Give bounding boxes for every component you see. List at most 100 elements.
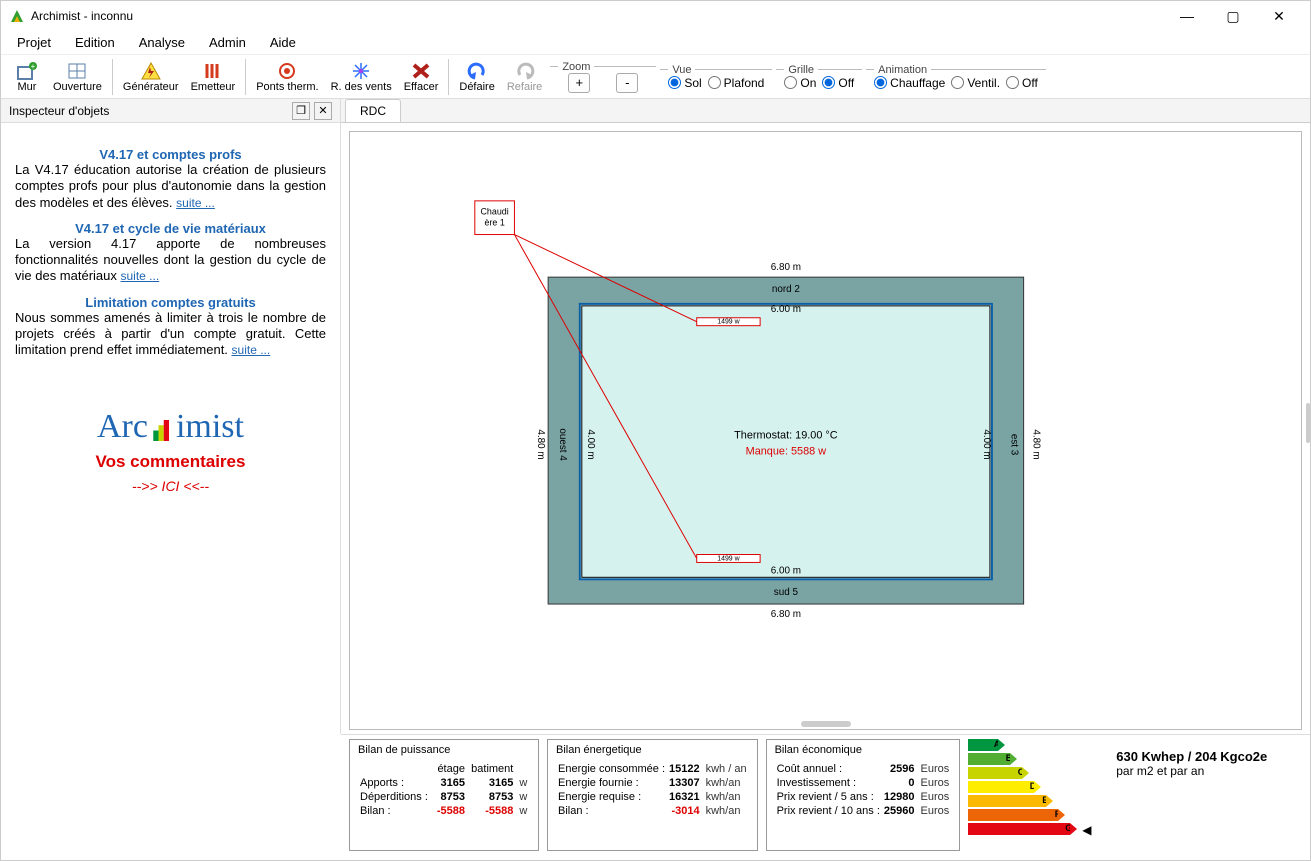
- svg-text:4.80 m: 4.80 m: [1031, 429, 1042, 459]
- window-title: Archimist - inconnu: [31, 9, 1164, 23]
- grille-group: GrilleOn Off: [776, 64, 862, 90]
- energy-bar-B: B: [968, 753, 1010, 765]
- ponts-icon: [276, 61, 298, 81]
- news-link[interactable]: suite ...: [232, 343, 271, 357]
- svg-text:6.80 m: 6.80 m: [771, 262, 801, 273]
- svg-text:1499 w: 1499 w: [717, 319, 740, 326]
- svg-text:Thermostat: 19.00 °C: Thermostat: 19.00 °C: [734, 430, 838, 442]
- energy-bar-C: C: [968, 767, 1022, 779]
- zoom-group: Zoom + -: [550, 61, 656, 93]
- scrollbar-thumb[interactable]: [1306, 403, 1310, 443]
- ouverture-icon: [66, 61, 88, 81]
- toolbar: +MurOuvertureGénérateurEmetteurPonts the…: [1, 55, 1310, 99]
- panel-title: Bilan énergetique: [556, 744, 749, 756]
- panel-puissance: Bilan de puissance étagebatimentApports …: [349, 739, 539, 851]
- grille-legend: Grille: [784, 64, 818, 76]
- vents-icon: [350, 61, 372, 81]
- panel-title: Bilan de puissance: [358, 744, 530, 756]
- svg-text:Manque: 5588 w: Manque: 5588 w: [746, 445, 827, 457]
- news-title: V4.17 et cycle de vie matériaux: [15, 221, 326, 236]
- news-link[interactable]: suite ...: [121, 269, 160, 283]
- inspector-title: Inspecteur d'objets: [9, 104, 288, 118]
- emetteur-button[interactable]: Emetteur: [185, 59, 242, 95]
- summary-main: 630 Kwhep / 204 Kgco2e: [1116, 749, 1267, 764]
- titlebar: Archimist - inconnu — ▢ ✕: [1, 1, 1310, 31]
- vue-group: VueSol Plafond: [660, 64, 772, 90]
- svg-text:est 3: est 3: [1009, 434, 1020, 456]
- energy-bar-D: D: [968, 781, 1034, 793]
- radio-plafond[interactable]: Plafond: [708, 76, 765, 90]
- zoom-out-button[interactable]: -: [616, 73, 638, 93]
- floorplan-svg: Chaudière 1 1499 w 1499 w Thermostat: 19.00…: [350, 132, 1301, 729]
- summary-sub: par m2 et par an: [1116, 764, 1267, 778]
- effacer-button[interactable]: Effacer: [398, 59, 445, 95]
- scroll-handle[interactable]: [801, 721, 851, 727]
- mur-icon: +: [16, 61, 38, 81]
- energy-pointer-icon: ◀: [1082, 823, 1091, 837]
- radio-off[interactable]: Off: [822, 76, 854, 90]
- app-logo-icon: [9, 8, 25, 24]
- mur-button[interactable]: +Mur: [7, 59, 47, 95]
- svg-text:+: +: [31, 62, 36, 71]
- radio-aoff[interactable]: Off: [1006, 76, 1038, 90]
- tab-bar: RDC: [341, 99, 1310, 123]
- svg-text:1499 w: 1499 w: [717, 555, 740, 562]
- energy-bar-F: F: [968, 809, 1058, 821]
- status-bar: Bilan de puissance étagebatimentApports …: [341, 734, 1310, 860]
- minimize-button[interactable]: —: [1164, 1, 1210, 31]
- generateur-button[interactable]: Générateur: [117, 59, 185, 95]
- energy-bar-E: E: [968, 795, 1046, 807]
- close-button[interactable]: ✕: [1256, 1, 1302, 31]
- refaire-icon: [514, 61, 536, 81]
- vents-button[interactable]: R. des vents: [325, 59, 398, 95]
- svg-text:ère 1: ère 1: [484, 218, 504, 228]
- panel-energetique: Bilan énergetique Energie consommée :151…: [547, 739, 758, 851]
- ponts-button[interactable]: Ponts therm.: [250, 59, 324, 95]
- defaire-button[interactable]: Défaire: [453, 59, 500, 95]
- news-link[interactable]: suite ...: [176, 196, 215, 210]
- vue-legend: Vue: [668, 64, 695, 76]
- news-body: La V4.17 éducation autorise la création …: [15, 162, 326, 211]
- menu-aide[interactable]: Aide: [260, 32, 306, 53]
- svg-text:nord 2: nord 2: [772, 284, 800, 295]
- svg-text:4.00 m: 4.00 m: [585, 429, 596, 459]
- radio-ventil[interactable]: Ventil.: [951, 76, 1000, 90]
- svg-text:sud 5: sud 5: [774, 587, 799, 598]
- generateur-icon: [140, 61, 162, 81]
- radio-on[interactable]: On: [784, 76, 816, 90]
- tab-rdc[interactable]: RDC: [345, 99, 401, 122]
- zoom-in-button[interactable]: +: [568, 73, 590, 93]
- brand-block: Arcimist Vos commentaires -->> ICI <<--: [15, 408, 326, 494]
- anim-legend: Animation: [874, 64, 931, 76]
- panel-title: Bilan économique: [775, 744, 952, 756]
- inspector-panel: Inspecteur d'objets ❐ ✕ V4.17 et comptes…: [1, 99, 341, 734]
- undock-button[interactable]: ❐: [292, 102, 310, 120]
- effacer-icon: [410, 61, 432, 81]
- news-list: V4.17 et comptes profsLa V4.17 éducation…: [15, 147, 326, 358]
- news-title: Limitation comptes gratuits: [15, 295, 326, 310]
- brand-name: Arcimist: [15, 408, 326, 446]
- svg-text:Chaudi: Chaudi: [481, 207, 509, 217]
- energy-label: ABCDEFG◀: [968, 739, 1098, 849]
- radio-chauffage[interactable]: Chauffage: [874, 76, 945, 90]
- radio-sol[interactable]: Sol: [668, 76, 701, 90]
- menu-analyse[interactable]: Analyse: [129, 32, 195, 53]
- panel-economique: Bilan économique Coût annuel :2596EurosI…: [766, 739, 961, 851]
- menu-projet[interactable]: Projet: [7, 32, 61, 53]
- menu-edition[interactable]: Edition: [65, 32, 125, 53]
- menu-admin[interactable]: Admin: [199, 32, 256, 53]
- svg-text:4.80 m: 4.80 m: [535, 429, 546, 459]
- svg-text:6.00 m: 6.00 m: [771, 565, 801, 576]
- brand-link[interactable]: -->> ICI <<--: [15, 478, 326, 494]
- maximize-button[interactable]: ▢: [1210, 1, 1256, 31]
- energy-bar-A: A: [968, 739, 998, 751]
- ouverture-button[interactable]: Ouverture: [47, 59, 108, 95]
- svg-text:6.80 m: 6.80 m: [771, 609, 801, 620]
- svg-text:6.00 m: 6.00 m: [771, 304, 801, 315]
- close-panel-button[interactable]: ✕: [314, 102, 332, 120]
- refaire-button[interactable]: Refaire: [501, 59, 548, 95]
- emetteur-icon: [202, 61, 224, 81]
- plan-canvas[interactable]: Chaudière 1 1499 w 1499 w Thermostat: 19.00…: [349, 131, 1302, 730]
- svg-text:4.00 m: 4.00 m: [981, 429, 992, 459]
- main-area: RDC Chaudière 1 1499 w 1499 w Thermostat: 1…: [341, 99, 1310, 734]
